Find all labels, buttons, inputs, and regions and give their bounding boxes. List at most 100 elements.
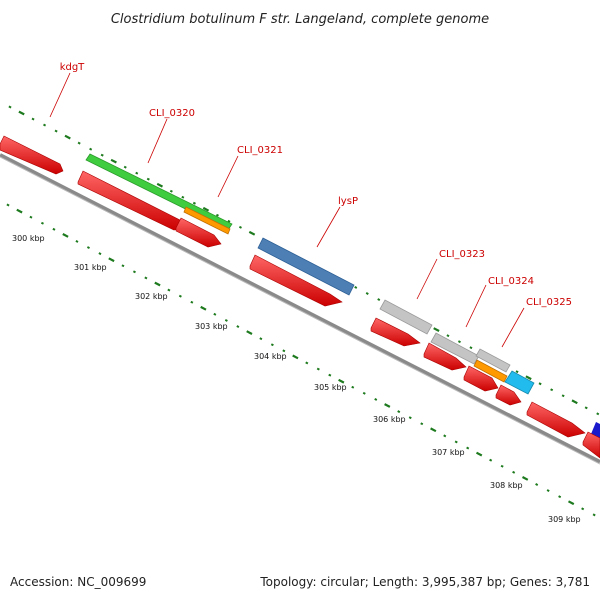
gene-label-kdgT[interactable]: kdgT — [60, 62, 85, 73]
gene-cli-0320-bar[interactable] — [85, 153, 233, 231]
cds-arrow-3[interactable] — [175, 217, 222, 248]
tick-label-308: 308 kbp — [490, 481, 523, 490]
gc-lower-mark — [246, 330, 253, 335]
gc-lower-mark — [535, 483, 539, 486]
feature-track — [0, 135, 600, 459]
leader-line-lysp — [316, 206, 341, 248]
gc-upper-mark — [354, 286, 358, 289]
gc-lower-mark — [454, 440, 458, 444]
gc-lower-mark — [167, 288, 171, 292]
cds-arrow-9[interactable] — [526, 401, 586, 438]
gene-labels: kdgT CLI_0320 CLI_0321 lysP CLI_0323 CLI… — [49, 62, 572, 348]
tick-label-303: 303 kbp — [195, 322, 228, 331]
gc-lower-mark — [581, 507, 585, 511]
backbone-highlight — [0, 156, 600, 465]
gene-lysp-bar[interactable] — [257, 237, 355, 296]
gc-lower-mark — [328, 373, 332, 377]
gc-lower-mark — [430, 427, 437, 433]
leader-line-cli-0320 — [147, 118, 168, 164]
gc-upper-mark — [169, 189, 173, 193]
gc-upper-mark — [192, 201, 196, 205]
gene-label-cli-0321[interactable]: CLI_0321 — [237, 145, 283, 156]
gc-lower-mark — [213, 312, 217, 316]
gc-upper-mark — [202, 206, 210, 212]
gc-lower-mark — [338, 378, 345, 384]
gc-lower-mark — [62, 233, 69, 238]
gc-lower-mark — [546, 489, 550, 492]
gc-upper-mark — [215, 213, 219, 217]
cds-arrow-1[interactable] — [0, 135, 64, 175]
gene-cli-0321-bar[interactable] — [183, 206, 231, 235]
gc-upper-mark — [64, 134, 71, 140]
gc-lower-mark — [16, 208, 23, 214]
gc-upper-mark — [227, 219, 231, 223]
cds-arrow-6[interactable] — [423, 342, 467, 371]
gc-upper-mark — [156, 182, 164, 188]
gc-lower-mark — [567, 500, 575, 506]
gc-lower-mark — [270, 343, 274, 347]
gc-lower-mark — [408, 416, 412, 420]
tick-label-309: 309 kbp — [548, 515, 581, 524]
gc-lower-mark — [29, 215, 33, 219]
gc-lower-mark — [475, 451, 483, 457]
cds-arrow-8[interactable] — [495, 384, 522, 406]
gc-upper-mark — [146, 177, 150, 181]
gc-lower-mark — [292, 354, 299, 360]
gc-upper-mark — [181, 195, 185, 199]
gc-upper-mark — [571, 399, 578, 405]
gene-label-cli-0324[interactable]: CLI_0324 — [488, 276, 534, 287]
genome-backbone — [0, 153, 600, 464]
tick-label-306: 306 kbp — [373, 415, 406, 424]
gc-lower-mark — [224, 319, 228, 322]
gc-upper-mark — [110, 158, 117, 164]
gc-lower-mark — [75, 240, 79, 243]
gc-lower-mark — [362, 391, 366, 395]
gc-upper-mark — [43, 123, 47, 127]
gc-upper-mark — [77, 141, 81, 145]
gc-upper-mark — [433, 327, 440, 332]
gc-lower-mark — [121, 264, 125, 268]
coordinate-ticks: 300 kbp 301 kbp 302 kbp 303 kbp 304 kbp … — [12, 234, 581, 524]
cds-arrow-7[interactable] — [463, 365, 499, 392]
gene-label-cli-0325[interactable]: CLI_0325 — [526, 297, 572, 308]
gc-lower-mark — [558, 495, 562, 499]
gc-upper-mark — [365, 292, 369, 295]
leader-line-cli-0323 — [416, 258, 438, 300]
gc-lower-mark — [384, 403, 391, 408]
gc-lower-mark — [86, 246, 90, 249]
gc-upper-mark — [550, 388, 554, 392]
gc-upper-mark — [515, 370, 519, 374]
gc-lower-mark — [351, 385, 355, 389]
gc-lower-mark — [200, 305, 207, 311]
gene-label-cli-0320[interactable]: CLI_0320 — [149, 108, 195, 119]
gc-lower-mark — [305, 361, 309, 365]
gc-lower-mark — [190, 300, 194, 304]
gc-upper-mark — [135, 171, 139, 175]
gc-upper-mark — [525, 375, 532, 381]
gc-upper-mark — [8, 105, 12, 109]
gene-cli-0323-bar[interactable] — [379, 299, 433, 335]
gc-lower-mark — [178, 294, 182, 298]
cds-arrow-4[interactable] — [249, 254, 343, 307]
cds-arrow-10[interactable] — [582, 431, 600, 459]
gc-upper-mark — [561, 394, 565, 398]
gene-cli-0324-orange-bar[interactable] — [473, 359, 508, 383]
gc-upper-mark — [100, 153, 104, 157]
tick-label-304: 304 kbp — [254, 352, 287, 361]
leader-line-cli-0325 — [501, 307, 525, 348]
gc-upper-mark — [469, 346, 473, 350]
tick-label-301: 301 kbp — [74, 263, 107, 272]
gene-cli-0325-bar[interactable] — [504, 370, 535, 395]
gc-lower-mark — [6, 203, 10, 207]
gc-upper-mark — [31, 117, 35, 121]
gene-cli-0324-grey2-bar[interactable] — [475, 348, 511, 373]
gc-upper-mark — [54, 129, 58, 133]
gc-lower-mark — [316, 367, 320, 371]
gc-lower-mark — [52, 227, 56, 231]
gc-upper-mark — [584, 406, 588, 410]
gene-label-cli-0323[interactable]: CLI_0323 — [439, 249, 485, 260]
gene-blue-edge-bar[interactable] — [591, 422, 600, 438]
gc-upper-mark — [238, 225, 242, 229]
gene-label-lysp[interactable]: lysP — [338, 196, 358, 207]
cds-arrow-5[interactable] — [370, 317, 421, 347]
